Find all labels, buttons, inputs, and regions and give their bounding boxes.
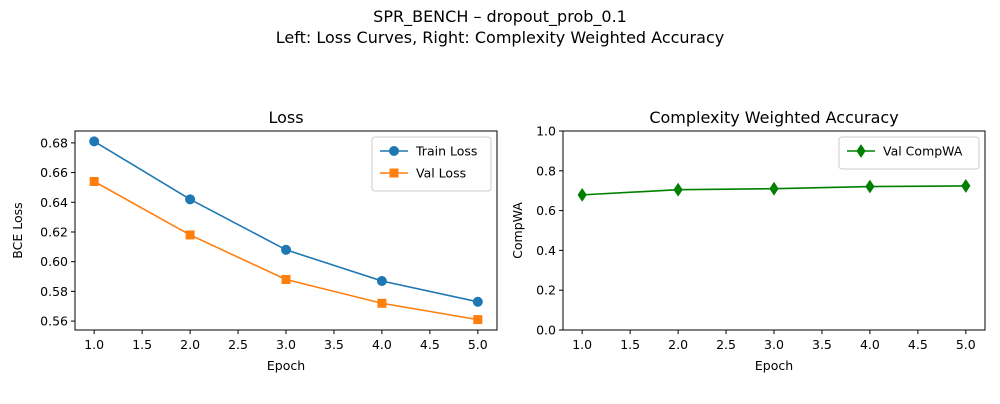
loss-legend-label-1: Val Loss — [416, 166, 466, 181]
loss-legend-label-0: Train Loss — [415, 144, 477, 159]
loss-point-1-2 — [281, 275, 291, 285]
compwa-xtick-label: 1.5 — [620, 337, 640, 352]
loss-ytick-label: 0.68 — [40, 135, 68, 150]
compwa-point-0-2 — [769, 181, 779, 196]
compwa-point-0-3 — [865, 179, 875, 194]
compwa-legend-label-0: Val CompWA — [883, 144, 963, 159]
loss-xtick-label: 1.0 — [84, 337, 104, 352]
compwa-xtick-label: 4.5 — [908, 337, 928, 352]
loss-ytick-label: 0.66 — [40, 165, 68, 180]
loss-panel: Loss 1.0 1.5 2.0 2.5 3.0 3.5 4.0 4.5 5.0 0.56 0.58 0… — [10, 108, 498, 373]
loss-point-1-1 — [185, 230, 195, 240]
compwa-xtick-label: 3.5 — [812, 337, 832, 352]
loss-xtick-label: 2.0 — [180, 337, 200, 352]
loss-point-0-0 — [89, 136, 100, 147]
loss-xtick-label: 2.5 — [228, 337, 248, 352]
figure-suptitle-line2: Left: Loss Curves, Right: Complexity Wei… — [276, 28, 724, 47]
compwa-point-0-1 — [673, 182, 683, 197]
loss-ytick-label: 0.58 — [40, 284, 68, 299]
figure-suptitle-line1: SPR_BENCH – dropout_prob_0.1 — [373, 7, 627, 27]
compwa-legend-marker-0 — [856, 144, 866, 158]
compwa-xtick-label: 2.5 — [716, 337, 736, 352]
loss-point-1-4 — [473, 315, 483, 325]
loss-ytick-label: 0.64 — [40, 195, 68, 210]
loss-xtick-label: 1.5 — [132, 337, 152, 352]
loss-xlabel: Epoch — [267, 358, 305, 373]
compwa-panel: Complexity Weighted Accuracy 1.0 1.5 2.0 2.5… — [510, 108, 986, 373]
compwa-xtick-label: 5.0 — [956, 337, 976, 352]
compwa-title: Complexity Weighted Accuracy — [649, 108, 898, 127]
loss-point-0-3 — [376, 275, 387, 286]
loss-point-0-2 — [281, 244, 291, 255]
loss-point-1-0 — [89, 176, 99, 186]
loss-legend-marker-1 — [389, 168, 399, 178]
loss-ylabel: BCE Loss — [10, 202, 25, 258]
compwa-ytick-label: 0.2 — [536, 283, 556, 298]
loss-xtick-label: 3.0 — [276, 337, 296, 352]
compwa-xtick-label: 4.0 — [860, 337, 880, 352]
compwa-xtick-label: 1.0 — [572, 337, 592, 352]
compwa-legend-box — [838, 136, 980, 170]
compwa-point-0-0 — [577, 187, 587, 202]
loss-point-0-4 — [472, 296, 483, 307]
compwa-xtick-label: 2.0 — [668, 337, 688, 352]
loss-ytick-label: 0.62 — [40, 224, 68, 239]
loss-legend-marker-0 — [389, 146, 399, 156]
loss-xtick-label: 5.0 — [468, 337, 488, 352]
loss-xtick-label: 4.0 — [372, 337, 392, 352]
compwa-ytick-label: 0.6 — [536, 203, 556, 218]
loss-title: Loss — [268, 108, 303, 127]
compwa-point-0-4 — [961, 179, 971, 193]
loss-point-1-3 — [377, 298, 387, 308]
compwa-ytick-label: 0.0 — [536, 323, 556, 338]
loss-legend: Train Loss Val Loss — [371, 136, 492, 192]
compwa-ylabel: CompWA — [510, 202, 525, 259]
compwa-ytick-label: 0.4 — [536, 243, 556, 258]
loss-point-0-1 — [185, 194, 196, 205]
compwa-legend: Val CompWA — [838, 136, 980, 170]
compwa-xtick-label: 3.0 — [764, 337, 784, 352]
compwa-ytick-label: 0.8 — [536, 163, 556, 178]
loss-ytick-label: 0.60 — [40, 254, 68, 269]
compwa-ytick-label: 1.0 — [536, 124, 556, 139]
loss-xtick-label: 3.5 — [324, 337, 344, 352]
compwa-xlabel: Epoch — [755, 358, 793, 373]
loss-ytick-label: 0.56 — [40, 314, 68, 329]
loss-xtick-label: 4.5 — [420, 337, 440, 352]
